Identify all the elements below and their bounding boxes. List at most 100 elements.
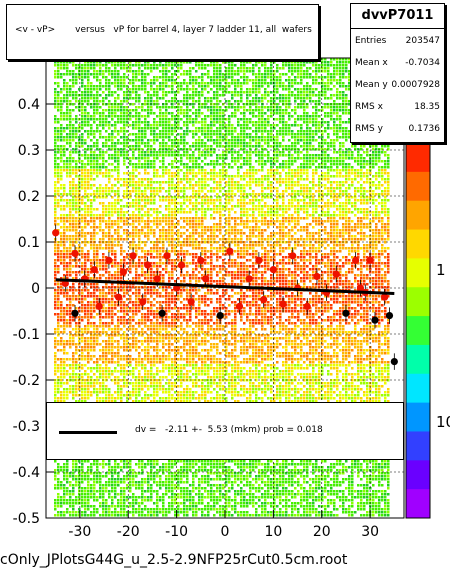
density-cell — [132, 370, 135, 373]
density-cell — [159, 106, 162, 109]
density-cell — [156, 346, 159, 349]
density-cell — [120, 301, 123, 304]
density-cell — [81, 112, 84, 115]
density-cell — [96, 298, 99, 301]
density-cell — [99, 154, 102, 157]
density-cell — [99, 163, 102, 166]
density-cell — [171, 163, 174, 166]
density-cell — [66, 490, 69, 493]
density-cell — [117, 76, 120, 79]
density-cell — [120, 151, 123, 154]
density-cell — [99, 331, 102, 334]
density-cell — [84, 151, 87, 154]
density-cell — [141, 376, 144, 379]
density-cell — [90, 193, 93, 196]
density-cell — [75, 391, 78, 394]
density-cell — [84, 325, 87, 328]
density-cell — [105, 313, 108, 316]
density-cell — [135, 376, 138, 379]
density-cell — [63, 193, 66, 196]
density-cell — [75, 169, 78, 172]
density-cell — [165, 322, 168, 325]
density-cell — [153, 82, 156, 85]
density-cell — [174, 94, 177, 97]
density-cell — [54, 355, 57, 358]
density-cell — [111, 208, 114, 211]
density-cell — [153, 481, 156, 484]
density-cell — [153, 136, 156, 139]
density-cell — [87, 148, 90, 151]
density-cell — [57, 244, 60, 247]
density-cell — [90, 292, 93, 295]
density-cell — [78, 307, 81, 310]
density-cell — [171, 319, 174, 322]
density-cell — [111, 502, 114, 505]
density-cell — [75, 496, 78, 499]
density-cell — [126, 382, 129, 385]
density-cell — [171, 73, 174, 76]
density-cell — [108, 358, 111, 361]
density-cell — [150, 154, 153, 157]
density-cell — [180, 106, 183, 109]
density-cell — [60, 370, 63, 373]
density-cell — [135, 484, 138, 487]
density-cell — [150, 313, 153, 316]
density-cell — [174, 145, 177, 148]
density-cell — [159, 142, 162, 145]
density-cell — [138, 202, 141, 205]
density-cell — [66, 250, 69, 253]
density-cell — [105, 196, 108, 199]
density-cell — [96, 247, 99, 250]
density-cell — [180, 139, 183, 142]
density-cell — [87, 241, 90, 244]
density-cell — [105, 136, 108, 139]
density-cell — [84, 97, 87, 100]
density-cell — [171, 100, 174, 103]
density-cell — [102, 388, 105, 391]
density-cell — [177, 358, 180, 361]
density-cell — [144, 358, 147, 361]
density-cell — [180, 472, 183, 475]
density-cell — [99, 385, 102, 388]
density-cell — [69, 274, 72, 277]
density-cell — [99, 217, 102, 220]
density-cell — [75, 289, 78, 292]
density-cell — [114, 346, 117, 349]
density-cell — [135, 124, 138, 127]
density-cell — [138, 307, 141, 310]
density-cell — [114, 397, 117, 400]
density-cell — [171, 130, 174, 133]
density-cell — [69, 208, 72, 211]
density-cell — [165, 70, 168, 73]
density-cell — [75, 64, 78, 67]
density-cell — [123, 220, 126, 223]
density-cell — [123, 79, 126, 82]
density-cell — [168, 355, 171, 358]
density-cell — [96, 145, 99, 148]
density-cell — [90, 187, 93, 190]
density-cell — [111, 136, 114, 139]
density-cell — [150, 79, 153, 82]
density-cell — [141, 256, 144, 259]
density-cell — [75, 478, 78, 481]
density-cell — [150, 97, 153, 100]
density-cell — [150, 184, 153, 187]
density-cell — [108, 322, 111, 325]
density-cell — [111, 355, 114, 358]
density-cell — [129, 160, 132, 163]
density-cell — [168, 346, 171, 349]
density-cell — [129, 196, 132, 199]
density-cell — [99, 100, 102, 103]
density-cell — [159, 496, 162, 499]
density-cell — [96, 112, 99, 115]
density-cell — [156, 106, 159, 109]
density-cell — [168, 334, 171, 337]
density-cell — [135, 199, 138, 202]
density-cell — [135, 229, 138, 232]
density-cell — [165, 124, 168, 127]
density-cell — [66, 100, 69, 103]
density-cell — [123, 100, 126, 103]
density-cell — [63, 115, 66, 118]
density-cell — [174, 238, 177, 241]
density-cell — [84, 391, 87, 394]
